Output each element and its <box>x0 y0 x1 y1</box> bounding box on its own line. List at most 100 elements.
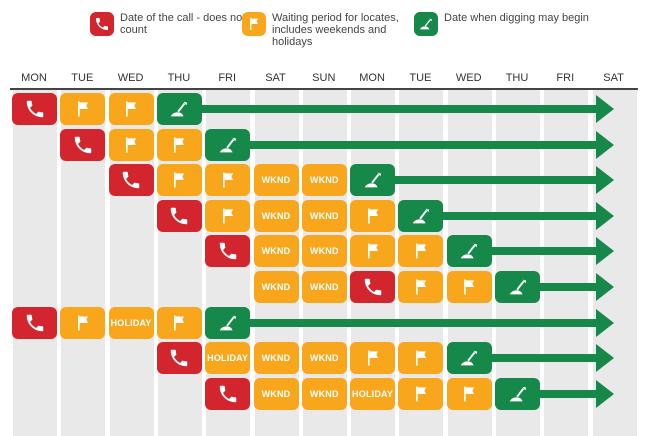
flag-icon <box>77 101 88 117</box>
weekend-label: WKND <box>309 175 339 186</box>
legend-wait: Waiting period for locates, includes wee… <box>242 12 412 48</box>
flag-icon <box>415 279 426 295</box>
flag-icon <box>126 101 137 117</box>
weekend-cell: WKND <box>301 235 347 268</box>
weekend-label: WKND <box>309 388 339 399</box>
flag-icon <box>174 172 185 188</box>
wait-cell <box>398 377 444 410</box>
wait-cell <box>156 306 202 339</box>
weekend-label: WKND <box>309 210 339 221</box>
weekend-label: WKND <box>261 175 291 186</box>
dig-arrow-shaft <box>539 389 596 398</box>
weekend-label: WKND <box>261 246 291 257</box>
phone-icon <box>26 100 43 118</box>
legend-call: Date of the call - does not count <box>90 12 260 36</box>
dig-arrow-head <box>596 130 614 159</box>
day-label: MON <box>359 72 385 84</box>
flag-icon <box>126 137 137 153</box>
flag-icon <box>367 350 378 366</box>
dig-cell <box>446 342 492 375</box>
wait-cell <box>60 93 106 125</box>
call-cell <box>350 271 396 303</box>
weekend-cell: WKND <box>253 342 299 375</box>
weekend-cell: WKND <box>301 199 347 232</box>
phone-icon <box>26 314 43 331</box>
holiday-label: HOLIDAY <box>207 353 249 364</box>
day-label: WED <box>455 72 482 84</box>
call-cell <box>156 342 202 375</box>
holiday-label: HOLIDAY <box>110 317 152 328</box>
weekend-cell: WKND <box>253 377 299 410</box>
flag-icon <box>464 386 475 402</box>
weekend-cell: WKND <box>301 377 347 410</box>
wait-cell <box>108 128 154 161</box>
phone-icon <box>364 278 381 296</box>
dig-arrow-shaft <box>249 140 596 149</box>
dig-arrow-shaft <box>249 318 596 327</box>
flag-icon <box>464 279 475 295</box>
wait-cell <box>205 199 251 232</box>
flag-icon <box>77 315 88 331</box>
weekend-cell: WKND <box>301 164 347 197</box>
flag-icon <box>174 137 185 153</box>
legend-dig: Date when digging may begin <box>414 12 594 36</box>
dig-cell <box>205 128 251 161</box>
dig-arrow-shaft <box>442 211 596 220</box>
dig-cell <box>205 306 251 339</box>
weekend-cell: WKND <box>301 342 347 375</box>
legend-dig-swatch <box>414 12 438 36</box>
wait-cell <box>398 235 444 268</box>
weekend-label: WKND <box>261 353 291 364</box>
flag-icon <box>250 18 258 30</box>
wait-cell <box>398 271 444 303</box>
weekend-cell: WKND <box>253 164 299 197</box>
wait-cell <box>350 235 396 268</box>
flag-icon <box>174 315 185 331</box>
flag-icon <box>222 208 233 224</box>
legend-call-text: Date of the call - does not count <box>120 12 246 36</box>
flag-icon <box>222 172 233 188</box>
weekend-cell: WKND <box>253 235 299 268</box>
wait-cell <box>398 342 444 375</box>
call-cell <box>60 128 106 161</box>
dig-arrow-head <box>596 344 614 373</box>
legend-wait-text: Waiting period for locates, includes wee… <box>272 12 399 48</box>
day-label: SAT <box>603 72 624 84</box>
shovel-icon <box>171 101 188 117</box>
weekend-label: WKND <box>309 282 339 292</box>
shovel-icon <box>412 208 430 224</box>
day-label: THU <box>505 72 529 84</box>
call-cell <box>12 93 57 125</box>
flag-icon <box>367 208 378 224</box>
dig-cell <box>495 377 540 410</box>
dig-arrow-shaft <box>490 247 596 256</box>
shovel-icon <box>509 279 526 295</box>
day-label: SUN <box>312 72 336 84</box>
holiday-cell: HOLIDAY <box>108 306 154 339</box>
flag-icon <box>367 243 378 259</box>
call-cell <box>156 199 202 232</box>
day-label: FRI <box>556 72 575 84</box>
weekend-cell: WKND <box>253 271 299 303</box>
wait-cell <box>108 93 154 125</box>
shovel-icon <box>364 172 381 188</box>
flag-icon <box>415 386 426 402</box>
day-header: MON TUE WED THU FRI SAT SUN MON TUE WED THU FRI SAT <box>10 72 640 86</box>
holiday-cell: HOLIDAY <box>350 377 396 410</box>
column-stripe <box>13 90 57 436</box>
wait-cell <box>60 306 106 339</box>
wait-cell <box>446 377 492 410</box>
dig-arrow-head <box>596 379 614 408</box>
phone-icon <box>96 18 108 30</box>
phone-icon <box>171 349 188 367</box>
legend-dig-text: Date when digging may begin <box>444 12 589 24</box>
flag-icon <box>415 350 426 366</box>
dig-arrow-head <box>596 95 614 123</box>
weekend-label: WKND <box>261 210 291 221</box>
dig-arrow-head <box>596 166 614 195</box>
wait-cell <box>350 199 396 232</box>
weekend-label: WKND <box>261 388 291 399</box>
shovel-icon <box>509 386 526 402</box>
dig-arrow-shaft <box>539 283 596 291</box>
shovel-icon <box>460 244 478 259</box>
